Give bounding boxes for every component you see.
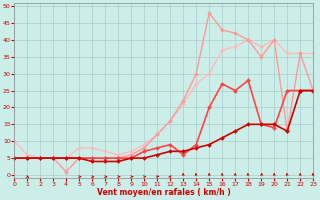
X-axis label: Vent moyen/en rafales ( km/h ): Vent moyen/en rafales ( km/h ) [97, 188, 230, 197]
